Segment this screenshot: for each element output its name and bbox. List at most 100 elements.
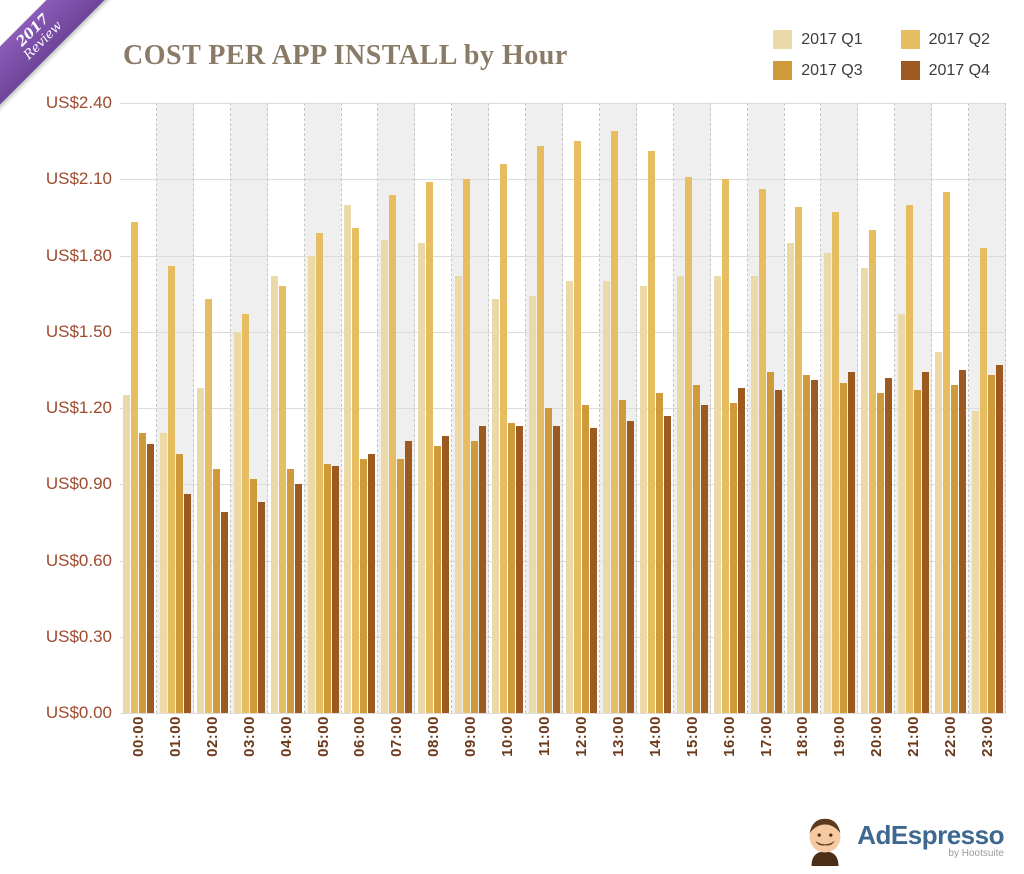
y-axis: US$0.00 US$0.30 US$0.60 US$0.90 US$1.20 US$1.… xyxy=(0,93,112,722)
bar-2017-q4 xyxy=(294,484,302,713)
x-tick-label: 19:00 xyxy=(821,716,858,794)
legend-item: 2017 Q4 xyxy=(900,61,990,80)
y-tick-label: US$1.80 xyxy=(45,245,112,265)
grid-separator xyxy=(931,103,933,713)
bar-2017-q3 xyxy=(803,374,811,713)
bar-2017-q2 xyxy=(573,141,581,713)
bar-2017-q1 xyxy=(898,313,906,713)
legend-label: 2017 Q3 xyxy=(801,61,863,79)
bar-2017-q4 xyxy=(516,425,524,713)
grid-separator xyxy=(525,103,527,713)
x-tick-text: 20:00 xyxy=(868,716,886,757)
x-tick-text: 18:00 xyxy=(794,716,812,757)
bar-2017-q4 xyxy=(257,502,265,713)
bar-2017-q3 xyxy=(545,408,553,713)
bar-2017-q1 xyxy=(270,275,278,713)
bar-2017-q4 xyxy=(885,377,893,713)
chart-title: COST PER APP INSTALL by Hour xyxy=(123,40,568,71)
bar-2017-q4 xyxy=(442,435,450,713)
bar-2017-q3 xyxy=(766,372,774,713)
x-tick-label: 00:00 xyxy=(120,716,157,794)
bar-2017-q3 xyxy=(434,446,442,713)
x-tick-text: 04:00 xyxy=(277,716,295,757)
bar-2017-q2 xyxy=(315,232,323,713)
bar-2017-q4 xyxy=(589,428,597,713)
legend: 2017 Q1 2017 Q2 2017 Q3 2017 Q4 xyxy=(773,30,990,80)
bar-2017-q2 xyxy=(204,298,212,713)
y-tick-label: US$0.30 xyxy=(45,626,112,646)
x-tick-label: 11:00 xyxy=(526,716,563,794)
bar-2017-q2 xyxy=(463,179,471,713)
x-tick-label: 05:00 xyxy=(305,716,342,794)
bar-2017-q4 xyxy=(368,453,376,713)
bar-2017-q3 xyxy=(655,392,663,713)
x-tick-text: 19:00 xyxy=(831,716,849,757)
gridline xyxy=(120,484,1006,486)
bar-2017-q2 xyxy=(980,247,988,713)
bar-2017-q1 xyxy=(750,275,758,713)
x-tick-text: 03:00 xyxy=(240,716,258,757)
grid-separator xyxy=(746,103,748,713)
x-tick-label: 06:00 xyxy=(342,716,379,794)
y-tick-label: US$1.50 xyxy=(45,321,112,341)
bar-2017-q1 xyxy=(639,286,647,713)
x-tick-text: 08:00 xyxy=(425,716,443,757)
brand-name: AdEspresso xyxy=(857,819,1004,850)
gridline xyxy=(120,331,1006,333)
bar-2017-q1 xyxy=(787,242,795,713)
bar-2017-q1 xyxy=(418,242,426,713)
bar-2017-q1 xyxy=(159,433,167,713)
bar-2017-q3 xyxy=(397,458,405,713)
grid-separator xyxy=(672,103,674,713)
x-tick-text: 11:00 xyxy=(536,716,554,757)
bar-2017-q2 xyxy=(647,151,655,713)
x-tick-label: 15:00 xyxy=(674,716,711,794)
x-tick-label: 10:00 xyxy=(489,716,526,794)
legend-item: 2017 Q3 xyxy=(773,61,863,80)
x-tick-label: 16:00 xyxy=(711,716,748,794)
adespresso-logo: AdEspresso by Hootsuite xyxy=(799,812,1004,866)
bar-2017-q3 xyxy=(323,463,331,713)
grid-separator xyxy=(562,103,563,713)
bar-2017-q1 xyxy=(196,387,204,713)
grid-separator xyxy=(1005,103,1006,713)
x-tick-label: 02:00 xyxy=(194,716,231,794)
bar-2017-q3 xyxy=(508,423,516,713)
bar-2017-q2 xyxy=(426,181,434,713)
adespresso-mascot-icon xyxy=(809,818,841,866)
x-tick-label: 20:00 xyxy=(858,716,895,794)
bar-2017-q4 xyxy=(996,364,1004,713)
legend-label: 2017 Q1 xyxy=(801,30,863,48)
bar-2017-q4 xyxy=(479,425,487,713)
bar-2017-q3 xyxy=(914,390,922,713)
bar-2017-q2 xyxy=(352,227,360,713)
bar-2017-q2 xyxy=(610,130,618,713)
x-tick-label: 22:00 xyxy=(932,716,969,794)
x-tick-label: 13:00 xyxy=(600,716,637,794)
ribbon-year: 2017 xyxy=(13,11,53,50)
gridline xyxy=(120,179,1006,181)
bar-2017-q1 xyxy=(344,204,352,713)
brand-byline: by Hootsuite xyxy=(948,847,1004,859)
bar-2017-q1 xyxy=(676,275,684,713)
x-tick-label: 18:00 xyxy=(785,716,822,794)
grid-separator xyxy=(340,103,342,713)
bar-2017-q4 xyxy=(848,372,856,713)
legend-swatch xyxy=(900,61,920,80)
legend-label: 2017 Q2 xyxy=(928,30,990,48)
x-tick-label: 08:00 xyxy=(415,716,452,794)
bar-2017-q3 xyxy=(471,441,479,713)
x-tick-text: 07:00 xyxy=(388,716,406,757)
grid-separator xyxy=(820,103,822,713)
bar-2017-q1 xyxy=(935,352,943,713)
grid-separator xyxy=(229,103,231,713)
gridline xyxy=(120,103,1006,104)
x-tick-text: 14:00 xyxy=(646,716,664,757)
grid-separator xyxy=(155,103,157,713)
bar-2017-q2 xyxy=(721,179,729,713)
bar-2017-q2 xyxy=(500,164,508,713)
bar-2017-q3 xyxy=(618,400,626,713)
y-tick-label: US$2.40 xyxy=(45,93,112,112)
bar-2017-q4 xyxy=(774,390,782,713)
